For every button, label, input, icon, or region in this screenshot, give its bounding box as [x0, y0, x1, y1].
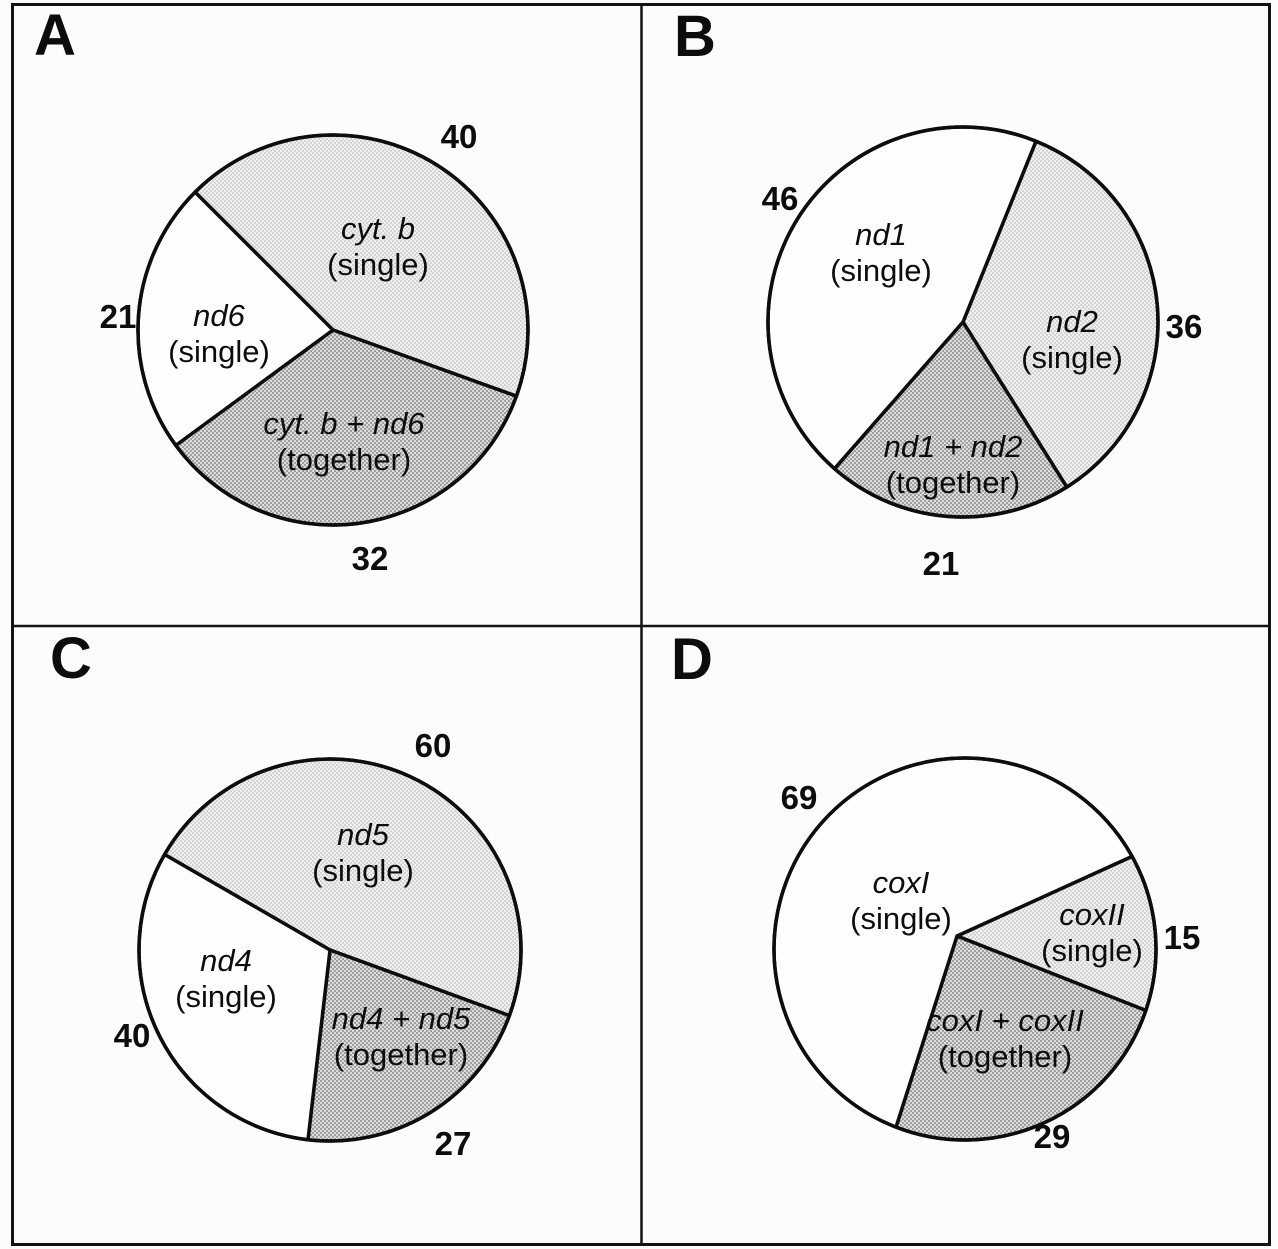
- slice-label-coxII-single: coxII (single): [1041, 897, 1143, 968]
- panel-label-a: A: [34, 3, 76, 68]
- slice-value-coxI-single: 69: [781, 779, 818, 816]
- slice-label-nd5-single: nd5 (single): [312, 817, 414, 888]
- slice-label-nd4-single: nd4 (single): [175, 943, 277, 1014]
- slice-label-coxI-coxII-together: coxI + coxII (together): [926, 1003, 1084, 1074]
- slice-label-nd6-single: nd6 (single): [168, 298, 270, 369]
- pie-panel-b: nd2 (single) 36 nd1 + nd2 (together) 21 nd1 (si…: [762, 125, 1203, 582]
- chart-layer: cyt. b (single) 40 cyt. b + nd6 (together) 32…: [100, 118, 1203, 1162]
- slice-label-nd4-nd5-together: nd4 + nd5 (together): [332, 1001, 472, 1072]
- figure-frame: [11, 3, 1271, 1246]
- slice-value-nd1-nd2-together: 21: [923, 545, 960, 582]
- panel-label-b: B: [674, 4, 716, 69]
- slice-value-nd2-single: 36: [1166, 308, 1203, 345]
- pie-outline-d: [772, 756, 1158, 1142]
- slice-value-nd1-single: 46: [762, 180, 799, 217]
- slice-label-nd2-single: nd2 (single): [1021, 304, 1123, 375]
- slice-label-cytb-single: cyt. b (single): [327, 211, 429, 282]
- panel-label-c: C: [50, 626, 92, 691]
- slice-value-cytb-nd6-together: 32: [352, 540, 389, 577]
- slice-value-coxI-coxII-together: 29: [1034, 1118, 1071, 1155]
- pie-outline-c: [137, 757, 523, 1143]
- pie-outline-b: [766, 125, 1160, 519]
- slice-value-nd4-nd5-together: 27: [435, 1125, 472, 1162]
- slice-value-cytb-single: 40: [441, 118, 478, 155]
- slice-value-coxII-single: 15: [1164, 919, 1201, 956]
- pie-outline-a: [136, 133, 530, 527]
- slice-value-nd4-single: 40: [114, 1017, 151, 1054]
- slice-label-cytb-nd6-together: cyt. b + nd6 (together): [263, 406, 425, 477]
- pie-panel-d: coxII (single) 15 coxI + coxII (together) 29 c…: [772, 756, 1201, 1155]
- pie-panel-c: nd5 (single) 60 nd4 + nd5 (together) 27 nd4 (si…: [114, 727, 523, 1162]
- pie-panel-a: cyt. b (single) 40 cyt. b + nd6 (together) 32…: [100, 118, 530, 577]
- slice-label-nd1-nd2-together: nd1 + nd2 (together): [884, 429, 1023, 500]
- slice-value-nd6-single: 21: [100, 298, 137, 335]
- slice-label-nd1-single: nd1 (single): [830, 217, 932, 288]
- slice-value-nd5-single: 60: [415, 727, 452, 764]
- panel-label-d: D: [671, 627, 713, 692]
- slice-label-coxI-single: coxI (single): [850, 865, 952, 936]
